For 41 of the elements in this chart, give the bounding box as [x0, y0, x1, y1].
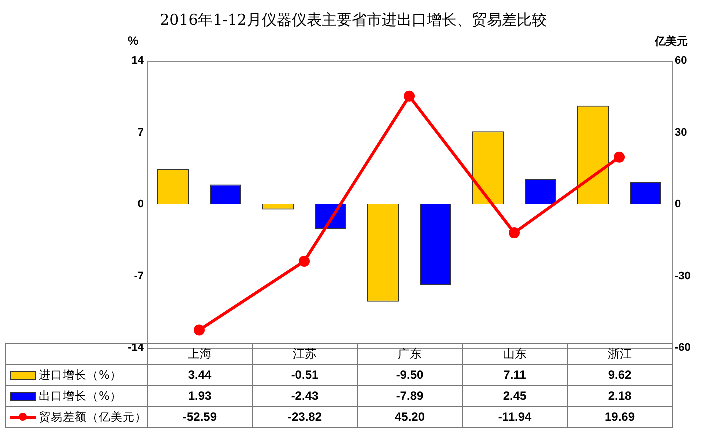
x-tick-label: 广东	[358, 344, 462, 364]
data-label: 3.44	[148, 364, 252, 386]
y2-tick-label: 30	[675, 126, 688, 139]
y2-axis-title: 亿美元	[655, 34, 688, 49]
data-label: -9.50	[358, 364, 462, 386]
y-tick-label: 0	[138, 198, 144, 211]
data-label: -0.51	[252, 364, 358, 386]
y-tick-label: -14	[128, 342, 145, 354]
y2-tick-label: 60	[675, 55, 688, 68]
legend-label: 出口增长（%）	[6, 386, 148, 406]
legend-label: 进口增长（%）	[6, 364, 148, 386]
x-tick-label: 上海	[148, 344, 252, 364]
data-label: 2.18	[568, 386, 672, 406]
data-label: -2.43	[252, 386, 358, 406]
x-tick-label: 江苏	[252, 344, 358, 364]
data-label: -7.89	[358, 386, 462, 406]
point	[614, 152, 625, 163]
data-label: -52.59	[148, 406, 252, 428]
x-tick-label: 浙江	[568, 344, 672, 364]
y-tick-label: 7	[138, 126, 144, 139]
data-label: 2.45	[462, 386, 568, 406]
point	[509, 228, 520, 239]
point	[404, 90, 415, 102]
point	[194, 324, 205, 336]
chart-title: 2016年1-12月仪器仪表主要省市进出口增长、贸易差比较	[160, 10, 547, 29]
data-label: 1.93	[148, 386, 252, 406]
data-label: 45.20	[358, 406, 462, 428]
data-label: -23.82	[252, 406, 358, 428]
data-label: -11.94	[462, 406, 568, 428]
data-label: 7.11	[462, 364, 568, 386]
y2-tick-label: -60	[675, 342, 691, 354]
y2-tick-label: 0	[675, 198, 682, 211]
y2-tick-label: -30	[675, 270, 691, 282]
data-label: 19.69	[568, 406, 672, 428]
data-label: 9.62	[568, 364, 672, 386]
x-tick-label: 山东	[462, 344, 568, 364]
y-tick-label: -7	[134, 270, 144, 282]
y-tick-label: 14	[132, 55, 145, 68]
legend-label: 贸易差额（亿美元）	[6, 406, 148, 428]
y-axis-title: %	[128, 34, 139, 48]
point	[299, 256, 310, 267]
